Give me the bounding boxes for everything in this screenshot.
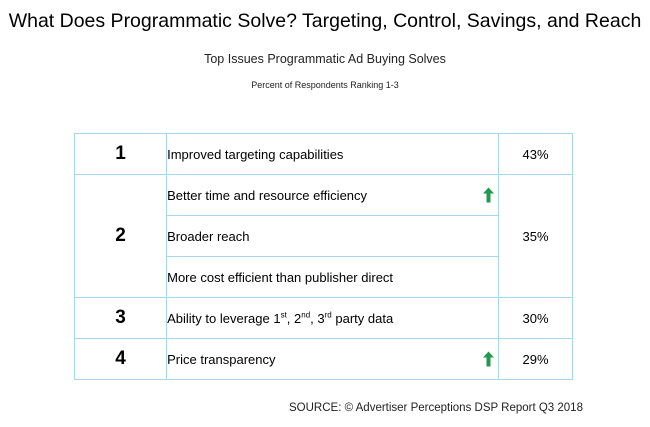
issue-cell: Better time and resource efficiency <box>166 174 500 216</box>
issue-cell: Ability to leverage 1st, 2nd, 3rd party … <box>166 297 500 339</box>
issue-label-part: , 3 <box>310 310 325 326</box>
issue-cell: Price transparency <box>166 338 500 380</box>
chart-title: Top Issues Programmatic Ad Buying Solves <box>204 52 446 66</box>
rank-cell: 3 <box>73 297 168 339</box>
issue-label: Price transparency <box>167 351 276 367</box>
issue-cell: More cost efficient than publisher direc… <box>166 256 500 298</box>
percent-cell: 43% <box>498 133 573 175</box>
percent-cell: 29% <box>498 338 573 380</box>
ordinal-suffix: rd <box>324 310 332 320</box>
rank-table: 1 Improved targeting capabilities 43% 2 … <box>73 133 573 380</box>
rank-cell: 2 <box>73 174 168 298</box>
ordinal-suffix: nd <box>301 310 311 320</box>
rank-cell: 1 <box>73 133 168 175</box>
up-arrow-icon <box>483 351 495 367</box>
issue-label: Better time and resource efficiency <box>167 187 368 203</box>
rank-cell: 4 <box>73 338 168 380</box>
source-note: SOURCE: © Advertiser Perceptions DSP Rep… <box>289 402 583 414</box>
percent-cell: 30% <box>498 297 573 339</box>
page-title: What Does Programmatic Solve? Targeting,… <box>8 10 642 32</box>
table-row: Broader reach <box>75 215 573 257</box>
table-row: 1 Improved targeting capabilities 43% <box>73 133 573 175</box>
table-row: 4 Price transparency 29% <box>73 338 573 380</box>
table-row: More cost efficient than publisher direc… <box>75 256 573 298</box>
issue-label-part: , 2 <box>286 310 302 326</box>
chart-subtitle: Percent of Respondents Ranking 1-3 <box>251 80 399 90</box>
issue-cell: Improved targeting capabilities <box>166 133 500 175</box>
table-row: 2 Better time and resource efficiency 35… <box>73 174 573 298</box>
up-arrow-icon <box>483 187 495 203</box>
percent-cell: 35% <box>498 174 573 298</box>
ordinal-suffix: st <box>280 310 287 320</box>
table-row: 3 Ability to leverage 1st, 2nd, 3rd part… <box>73 297 573 339</box>
issue-label-part: party data <box>331 310 394 326</box>
issue-label-part: Ability to leverage 1 <box>167 310 281 326</box>
issue-cell: Broader reach <box>166 215 500 257</box>
